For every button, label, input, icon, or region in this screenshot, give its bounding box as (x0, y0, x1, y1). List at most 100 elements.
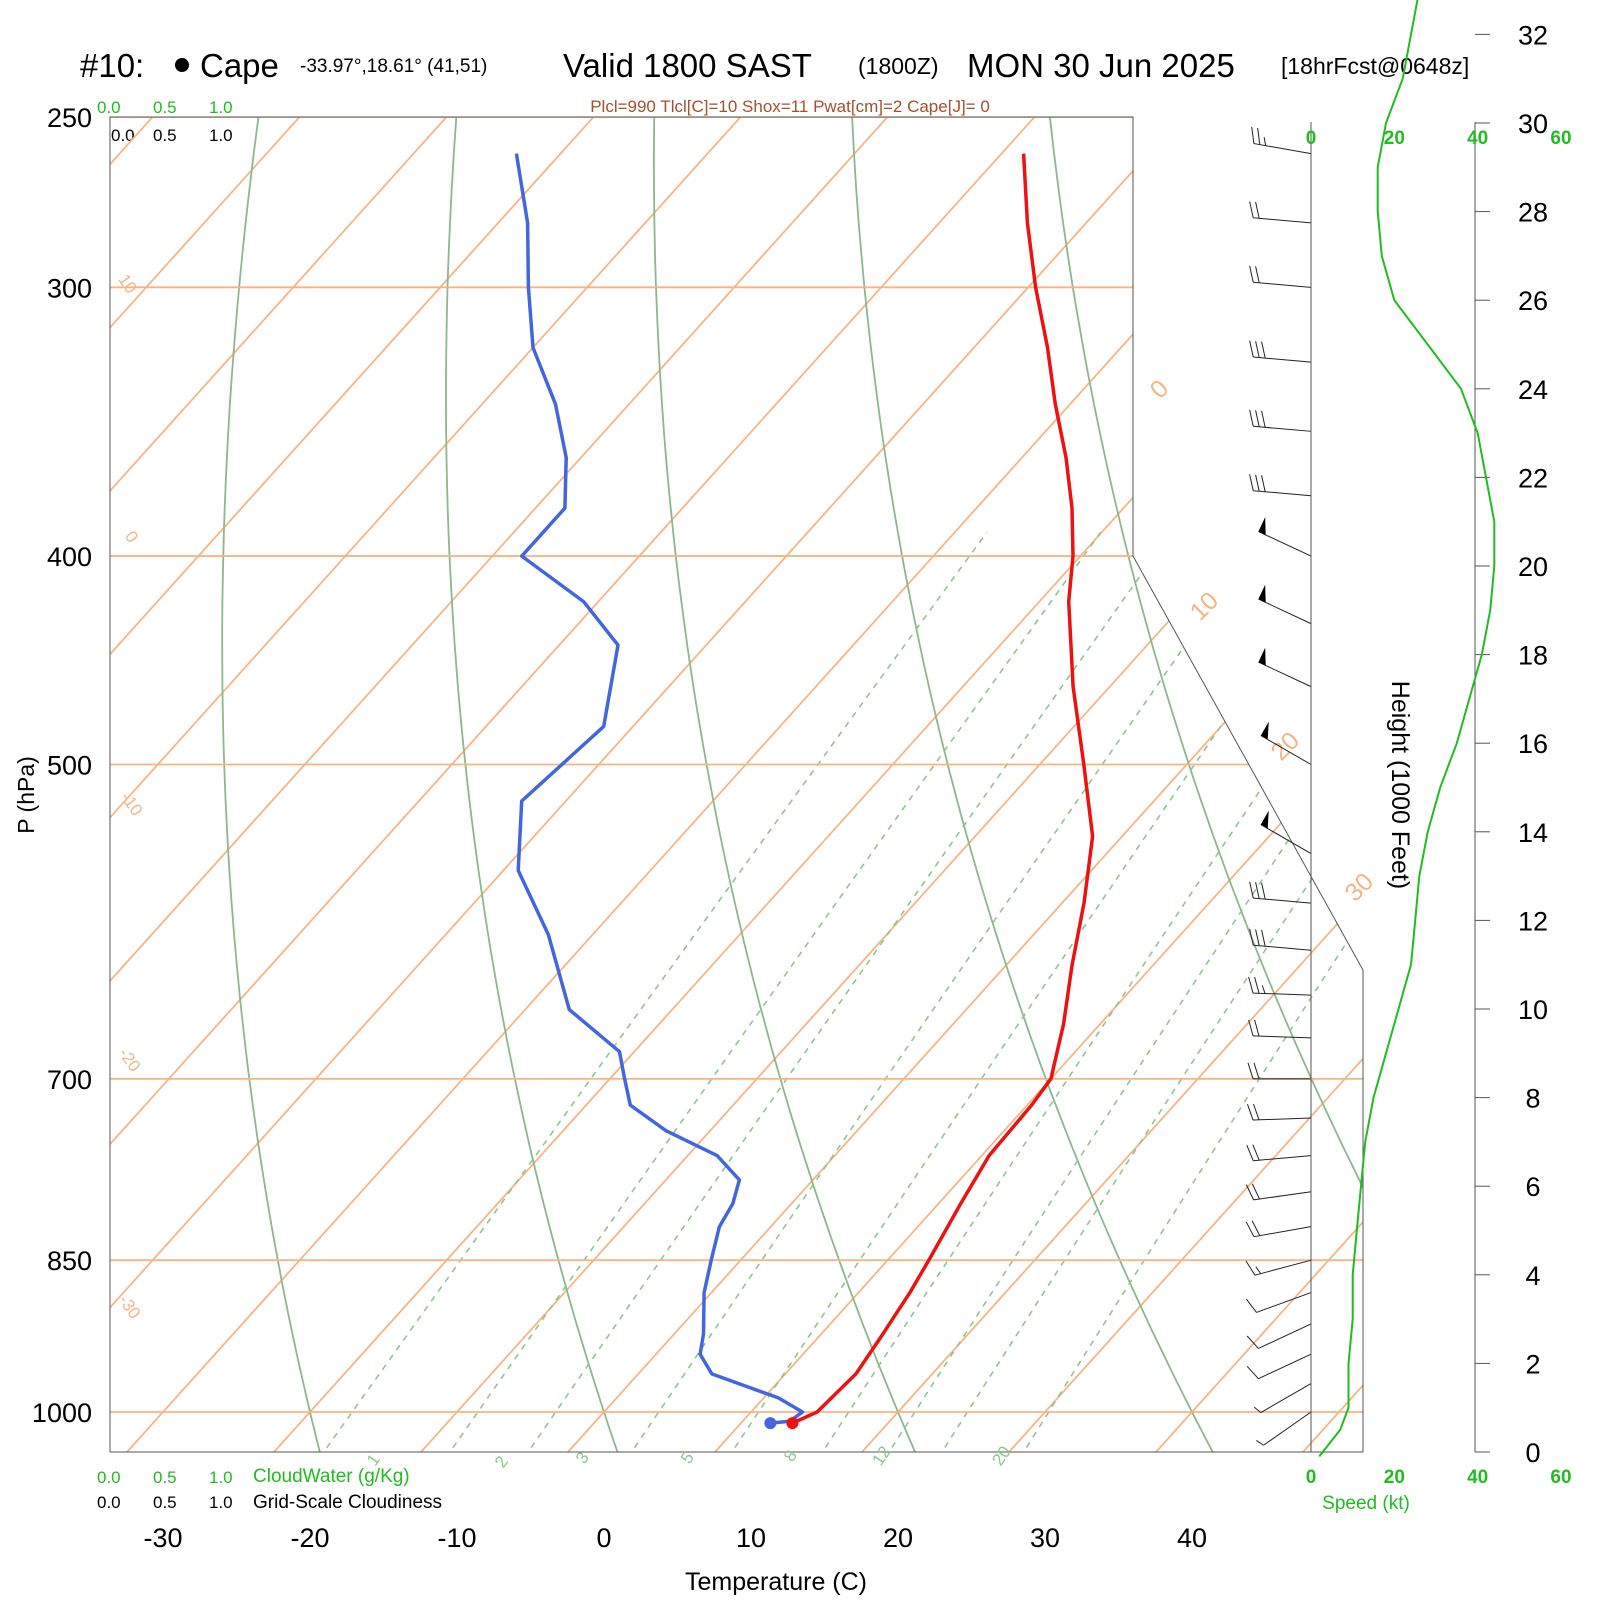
wind-barbs (1245, 126, 1312, 1446)
indices-line: Plcl=990 Tlcl[C]=10 Shox=11 Pwat[cm]=2 C… (590, 97, 990, 116)
wind-barb-full (1255, 341, 1260, 358)
speed-axis-title: Speed (kt) (1322, 1493, 1410, 1514)
isotherm-line (110, 117, 742, 1452)
wind-barb-shaft (1258, 661, 1312, 688)
wind-barb-flag (1258, 647, 1266, 666)
plot-frame (109, 116, 1364, 1453)
mixing-ratio-line (727, 531, 1355, 1452)
wind-barb-full (1246, 1365, 1259, 1380)
wind-barb-full (1254, 1019, 1260, 1037)
mixing-ratio-line (1019, 531, 1363, 1452)
wind-barb (1249, 881, 1312, 904)
zulu-time: (1800Z) (858, 53, 939, 79)
wind-barb (1248, 976, 1312, 996)
isotherm-line (420, 117, 1363, 1452)
wind-barb-half (1255, 1266, 1262, 1274)
cloudwater-tick-2: 1.0 (209, 98, 233, 117)
cloud-scale-bottom: 0.0 0.5 1.0 CloudWater (g/Kg) 0.0 0.5 1.… (97, 1466, 442, 1513)
dry-adiabat-grid (221, 117, 1363, 1452)
wind-speed-panel: 0246810121416182022242628303200202040406… (1306, 0, 1572, 1488)
cloudwater-tick-1: 0.5 (153, 1468, 177, 1487)
isotherm-label: 10 (114, 271, 140, 297)
mixing-ratio-line (445, 531, 1102, 1452)
cloudwater-tick-0: 0.0 (97, 1468, 121, 1487)
wind-barb-full (1261, 475, 1266, 492)
wind-barb-full (1249, 474, 1254, 491)
mixing-ratio-label: 20 (988, 1443, 1014, 1469)
isotherm-line (0, 117, 6, 1452)
wind-barb-full (1251, 1220, 1261, 1236)
wind-barb-flag (1258, 584, 1266, 603)
station-coords: -33.97°,18.61° (41,51) (300, 56, 487, 77)
wind-barb (1258, 517, 1312, 557)
wind-barb (1249, 409, 1312, 432)
wind-barb-full (1255, 266, 1260, 283)
wind-barb (1247, 1103, 1312, 1121)
wind-barb (1245, 1259, 1312, 1276)
pressure-tick-label: 300 (47, 273, 92, 303)
temperature-tick-label: 20 (883, 1523, 913, 1553)
height-tick-label: 16 (1518, 729, 1548, 759)
wind-barb (1249, 201, 1312, 224)
wind-barb-full (1255, 410, 1260, 427)
wind-barb-shaft (1253, 992, 1312, 996)
mixing-ratio-line (627, 531, 1265, 1452)
speed-tick-label-top: 20 (1384, 128, 1405, 149)
wind-barb-full (1261, 410, 1266, 428)
temperature-tick-label: 0 (596, 1523, 611, 1553)
cloudiness-tick-1: 0.5 (153, 1493, 177, 1512)
wind-barb (1245, 1292, 1312, 1313)
wind-barb (1258, 647, 1312, 688)
wind-barb-full (1247, 1104, 1254, 1121)
wind-barb (1258, 584, 1312, 625)
height-tick-label: 26 (1518, 286, 1548, 316)
height-tick-label: 20 (1518, 552, 1548, 582)
height-axis-title: Height (1000 Feet) (1386, 681, 1414, 889)
wind-barb-shaft (1256, 1292, 1312, 1313)
height-tick-label: 10 (1518, 995, 1548, 1025)
y-axis-title: P (hPa) (13, 756, 39, 834)
wind-barb-shaft (1258, 1323, 1312, 1349)
cloudwater-tick-2: 1.0 (209, 1468, 233, 1487)
wind-barb-full (1251, 126, 1255, 144)
wind-barb-full (1251, 1183, 1260, 1200)
wind-barb (1251, 126, 1312, 155)
wind-barb-shaft (1260, 1383, 1312, 1413)
dewpoint-line (514, 153, 805, 1425)
wind-barb-full (1246, 1335, 1259, 1349)
wind-barb-shaft (1258, 1353, 1312, 1380)
wind-barb-full (1248, 976, 1254, 994)
cloudiness-tick-2: 1.0 (209, 1493, 233, 1512)
wind-speed-line (1318, 0, 1496, 1458)
wind-barb-shaft (1253, 490, 1312, 497)
isotherm-line (1302, 117, 1363, 1452)
wind-barb (1245, 1220, 1312, 1238)
cloud-scale-top: 0.0 0.5 1.0 0.0 0.5 1.0 (97, 98, 233, 145)
wind-barb-full (1255, 474, 1260, 492)
isotherm-grid (0, 117, 1363, 1452)
wind-barb-shaft (1254, 1259, 1312, 1276)
wind-barb (1256, 1411, 1312, 1446)
wind-barb-full (1253, 1103, 1260, 1120)
wind-barb-flag (1258, 517, 1266, 535)
wind-barb-full (1249, 409, 1254, 427)
temperature-tick-label: 30 (1030, 1523, 1060, 1553)
wind-barb-full (1252, 1144, 1260, 1161)
wind-barb-shaft (1258, 531, 1312, 557)
speed-tick-label-bottom: 40 (1467, 1467, 1488, 1488)
header: #10: Cape -33.97°,18.61° (41,51) Valid 1… (80, 47, 1469, 116)
wind-barb (1246, 1323, 1312, 1349)
wind-barb-shaft (1253, 143, 1312, 155)
dry-adiabat-line (1045, 117, 1363, 1452)
isotherm-line (273, 117, 1363, 1452)
cloudiness-tick-2: 1.0 (209, 126, 233, 145)
isotherm-line (110, 117, 448, 1452)
wind-barb-full (1261, 882, 1266, 900)
isotherm-labels: 10 0 -10 -20 -30 0 10 20 30 (114, 271, 1379, 1323)
wind-barb-full (1245, 1260, 1256, 1276)
isobar-grid (110, 117, 1363, 1413)
pressure-tick-label: 250 (47, 103, 92, 133)
pressure-tick-label: 700 (47, 1065, 92, 1095)
wind-barb (1245, 1183, 1312, 1201)
